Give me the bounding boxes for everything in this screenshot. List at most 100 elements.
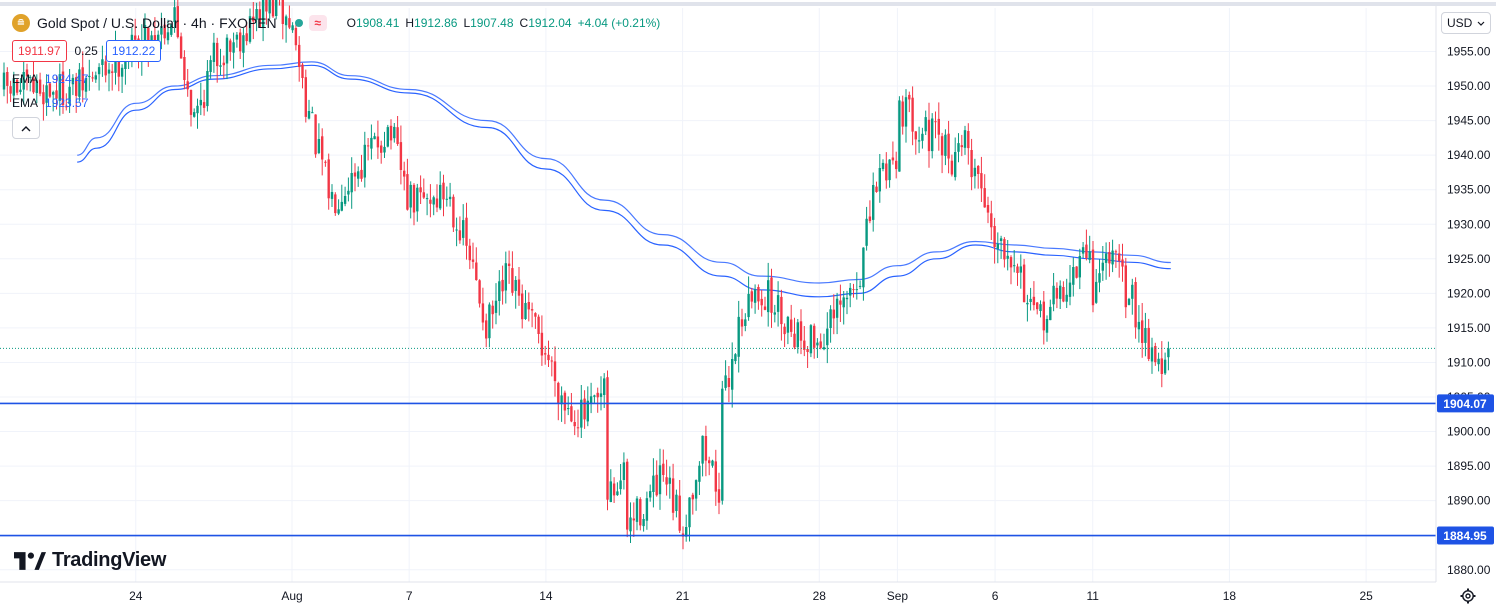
candle-body xyxy=(645,498,649,521)
candle-body xyxy=(304,77,307,117)
candle-body xyxy=(239,32,242,52)
candle-body xyxy=(685,527,688,537)
candle-body xyxy=(22,72,25,90)
candle-body xyxy=(895,160,898,170)
candle-body xyxy=(61,71,65,106)
currency-selector[interactable]: USD xyxy=(1441,12,1491,34)
trade-buttons: 1911.97 0.25 1912.22 xyxy=(12,40,162,62)
candle-body xyxy=(570,406,573,422)
candle-body xyxy=(212,42,216,62)
candle-body xyxy=(901,101,904,127)
candle-body xyxy=(839,300,842,305)
tradingview-logo[interactable]: TradingView xyxy=(14,549,166,572)
candle-body xyxy=(160,26,163,35)
candle-body xyxy=(750,291,753,302)
candle-body xyxy=(842,297,845,308)
buy-button[interactable]: 1912.22 xyxy=(105,40,162,62)
candle-body xyxy=(298,44,301,67)
candle-body xyxy=(1072,267,1075,285)
candle-body xyxy=(1121,259,1124,267)
candle-body xyxy=(773,312,776,315)
candle-body xyxy=(753,289,757,303)
candle-body xyxy=(668,477,671,484)
time-tick-label: Sep xyxy=(887,589,909,603)
candle-body xyxy=(655,474,658,496)
candle-body xyxy=(1147,327,1150,359)
candle-body xyxy=(6,72,9,86)
candle-body xyxy=(347,190,350,195)
candle-body xyxy=(1101,262,1104,271)
candle-body xyxy=(471,259,475,262)
candle-body xyxy=(475,262,478,280)
time-tick-label: 6 xyxy=(992,589,999,603)
candle-body xyxy=(12,78,15,96)
candle-body xyxy=(455,229,458,231)
candle-body xyxy=(589,396,593,404)
symbol-title[interactable]: Gold Spot / U.S. Dollar · 4h · FXOPEN xyxy=(37,15,277,31)
candle-body xyxy=(999,238,1003,241)
candle-body xyxy=(760,298,763,306)
price-tick-label: 1940.00 xyxy=(1447,148,1491,162)
sell-button[interactable]: 1911.97 xyxy=(12,40,67,62)
ema-legend-1[interactable]: EMA 1924.47 xyxy=(12,72,88,86)
horizontal-levels[interactable] xyxy=(0,347,1436,537)
candle-body xyxy=(1118,253,1121,261)
candle-body xyxy=(321,136,324,160)
candle-body xyxy=(921,133,924,141)
candle-body xyxy=(1032,296,1036,306)
settings-gear-icon[interactable] xyxy=(1459,587,1477,605)
candle-body xyxy=(268,0,271,14)
candle-body xyxy=(229,40,232,52)
candle-body xyxy=(147,27,150,51)
candle-body xyxy=(698,465,701,482)
market-status-button[interactable]: ≈ xyxy=(308,15,327,31)
candle-body xyxy=(553,361,557,382)
candle-body xyxy=(963,130,967,148)
candle-body xyxy=(386,127,389,147)
candle-body xyxy=(494,300,498,313)
candle-body xyxy=(186,81,189,90)
collapse-legend-button[interactable] xyxy=(12,117,40,139)
candle-body xyxy=(747,293,750,318)
market-open-dot-icon[interactable] xyxy=(294,19,303,27)
level-price-label-bg xyxy=(1437,526,1494,545)
candle-body xyxy=(947,133,950,159)
ema-legend-2[interactable]: EMA 1923.57 xyxy=(12,96,88,110)
candle-body xyxy=(157,34,160,42)
low-label: L xyxy=(463,16,471,30)
candle-body xyxy=(767,280,770,313)
candle-body xyxy=(616,491,619,496)
candle-body xyxy=(977,166,980,174)
candle-body xyxy=(1055,287,1059,299)
candle-body xyxy=(996,243,999,249)
candle-body xyxy=(1026,302,1029,305)
candle-body xyxy=(629,517,632,532)
candle-body xyxy=(193,112,196,117)
candle-body xyxy=(888,159,891,181)
candle-body xyxy=(786,316,790,333)
candle-body xyxy=(626,461,629,530)
candle-body xyxy=(294,28,298,46)
candle-body xyxy=(986,205,990,213)
low-value: 1907.48 xyxy=(470,16,514,30)
candle-body xyxy=(2,72,6,90)
open-label: O xyxy=(346,16,356,30)
level-price-label: 1884.95 xyxy=(1443,529,1487,543)
candle-body xyxy=(632,518,635,521)
candle-body xyxy=(222,62,225,66)
candle-body xyxy=(498,281,501,301)
time-tick-label: 25 xyxy=(1359,589,1373,603)
candle-body xyxy=(366,145,370,147)
candle-body xyxy=(209,60,212,72)
candle-body xyxy=(593,395,596,397)
candle-body xyxy=(530,309,534,311)
candle-body xyxy=(875,186,878,192)
candle-body xyxy=(599,393,603,397)
candle-body xyxy=(55,90,58,99)
candle-body xyxy=(261,0,265,29)
candle-body xyxy=(931,118,934,152)
candle-body xyxy=(934,121,937,123)
time-axis[interactable]: 24 Aug 7 14 21 28 Sep 6 11 18 25 xyxy=(129,589,1373,603)
candle-body xyxy=(940,136,944,156)
